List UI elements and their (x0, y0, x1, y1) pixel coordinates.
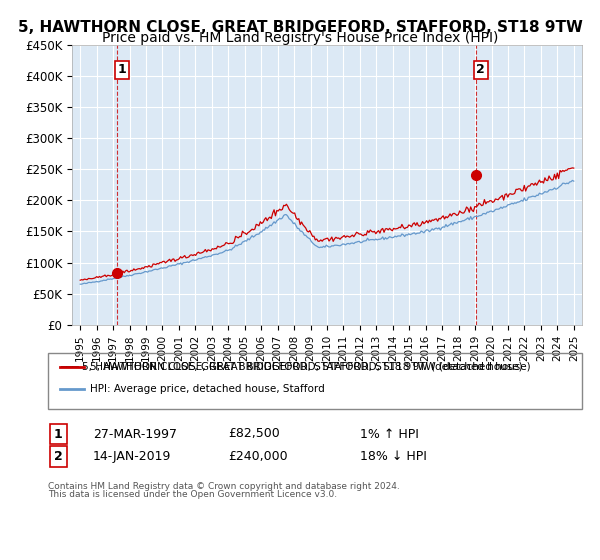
Text: 1: 1 (54, 427, 63, 441)
Text: 14-JAN-2019: 14-JAN-2019 (93, 450, 172, 463)
Text: 2: 2 (54, 450, 63, 463)
Text: HPI: Average price, detached house, Stafford: HPI: Average price, detached house, Staf… (90, 384, 325, 394)
Text: £82,500: £82,500 (228, 427, 280, 441)
Text: 5, HAWTHORN CLOSE, GREAT BRIDGEFORD, STAFFORD, ST18 9TW (detached house): 5, HAWTHORN CLOSE, GREAT BRIDGEFORD, STA… (90, 362, 530, 372)
Text: £240,000: £240,000 (228, 450, 287, 463)
Text: 1% ↑ HPI: 1% ↑ HPI (360, 427, 419, 441)
Text: 27-MAR-1997: 27-MAR-1997 (93, 427, 177, 441)
Text: This data is licensed under the Open Government Licence v3.0.: This data is licensed under the Open Gov… (48, 490, 337, 499)
Text: 5, HAWTHORN CLOSE, GREAT BRIDGEFORD, STAFFORD, ST18 9TW: 5, HAWTHORN CLOSE, GREAT BRIDGEFORD, STA… (17, 20, 583, 35)
Text: ─── 5, HAWTHORN CLOSE, GREAT BRIDGEFORD, STAFFORD, ST18 9TW (detached house): ─── 5, HAWTHORN CLOSE, GREAT BRIDGEFORD,… (60, 362, 523, 372)
Text: 2: 2 (476, 63, 485, 76)
Text: 1: 1 (118, 63, 126, 76)
Text: Price paid vs. HM Land Registry's House Price Index (HPI): Price paid vs. HM Land Registry's House … (102, 31, 498, 45)
Text: 18% ↓ HPI: 18% ↓ HPI (360, 450, 427, 463)
Text: Contains HM Land Registry data © Crown copyright and database right 2024.: Contains HM Land Registry data © Crown c… (48, 482, 400, 491)
